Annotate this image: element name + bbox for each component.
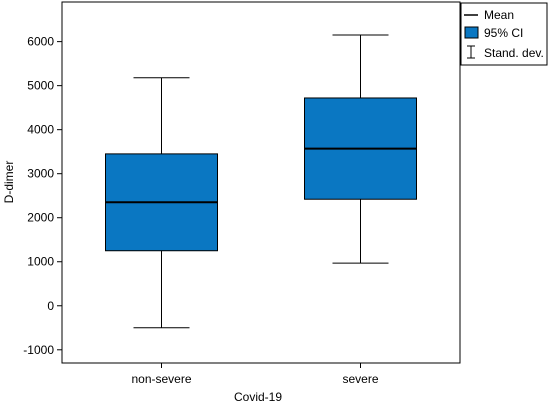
x-axis: non-severe severe xyxy=(131,363,379,386)
y-tick-label: 2000 xyxy=(27,211,54,225)
legend-ci-swatch xyxy=(464,26,479,39)
box-severe xyxy=(304,34,417,264)
y-axis-title: D-dimer xyxy=(2,161,16,204)
legend: Mean 95% CI Stand. dev. xyxy=(460,2,548,66)
plot-area-frame xyxy=(61,1,461,364)
legend-sd-label: Stand. dev. xyxy=(484,46,544,60)
legend-ci-label: 95% CI xyxy=(484,26,523,40)
box-series xyxy=(105,34,417,329)
y-tick-label: 0 xyxy=(47,299,54,313)
y-tick-label: 5000 xyxy=(27,79,54,93)
x-tick-label: non-severe xyxy=(131,372,191,386)
box-non-severe xyxy=(105,77,218,329)
legend-sd-swatch xyxy=(467,45,475,59)
y-tick-label: 6000 xyxy=(27,35,54,49)
y-tick-label: 4000 xyxy=(27,123,54,137)
y-axis: -1000 0 1000 2000 3000 4000 5000 6000 xyxy=(23,35,62,357)
x-axis-title: Covid-19 xyxy=(234,390,282,404)
y-tick-label: 3000 xyxy=(27,167,54,181)
x-tick-label: severe xyxy=(342,372,378,386)
legend-mean-label: Mean xyxy=(484,8,514,22)
y-tick-label: -1000 xyxy=(23,343,54,357)
y-tick-label: 1000 xyxy=(27,255,54,269)
